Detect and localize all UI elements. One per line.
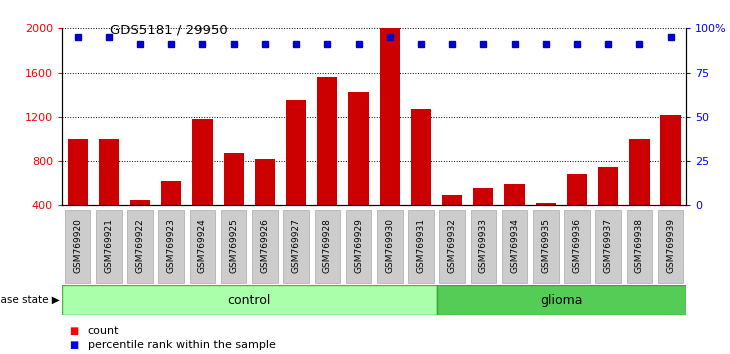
Bar	[536, 203, 556, 205]
FancyBboxPatch shape	[377, 210, 402, 283]
Text: GDS5181 / 29950: GDS5181 / 29950	[110, 23, 227, 36]
Text: control: control	[228, 293, 271, 307]
Bar	[566, 175, 587, 205]
FancyBboxPatch shape	[596, 210, 621, 283]
FancyBboxPatch shape	[315, 210, 340, 283]
Text: percentile rank within the sample: percentile rank within the sample	[88, 340, 275, 350]
Bar	[629, 139, 650, 205]
Bar	[473, 188, 493, 205]
Bar	[317, 77, 337, 205]
Text: count: count	[88, 326, 119, 336]
FancyBboxPatch shape	[190, 210, 215, 283]
Text: GSM769929: GSM769929	[354, 218, 363, 273]
Bar	[442, 195, 462, 205]
Bar	[380, 28, 400, 205]
Text: GSM769920: GSM769920	[73, 218, 82, 273]
Text: GSM769925: GSM769925	[229, 218, 238, 273]
Text: GSM769922: GSM769922	[136, 218, 145, 273]
Bar	[286, 100, 307, 205]
Text: GSM769932: GSM769932	[447, 218, 457, 273]
Bar	[192, 119, 212, 205]
FancyBboxPatch shape	[564, 210, 590, 283]
FancyBboxPatch shape	[626, 210, 652, 283]
Bar	[437, 285, 686, 315]
FancyBboxPatch shape	[221, 210, 247, 283]
FancyBboxPatch shape	[533, 210, 558, 283]
Bar	[411, 109, 431, 205]
Text: GSM769936: GSM769936	[572, 218, 582, 273]
Bar	[67, 139, 88, 205]
Text: GSM769926: GSM769926	[261, 218, 269, 273]
Bar	[223, 153, 244, 205]
FancyBboxPatch shape	[96, 210, 122, 283]
FancyBboxPatch shape	[658, 210, 683, 283]
Bar	[504, 184, 525, 205]
Text: ■: ■	[69, 326, 79, 336]
Text: GSM769928: GSM769928	[323, 218, 332, 273]
Bar	[62, 285, 437, 315]
Text: GSM769923: GSM769923	[166, 218, 176, 273]
Bar	[130, 200, 150, 205]
FancyBboxPatch shape	[252, 210, 277, 283]
Text: GSM769930: GSM769930	[385, 218, 394, 273]
Bar	[348, 92, 369, 205]
FancyBboxPatch shape	[471, 210, 496, 283]
FancyBboxPatch shape	[158, 210, 184, 283]
FancyBboxPatch shape	[439, 210, 465, 283]
Text: GSM769927: GSM769927	[291, 218, 301, 273]
Text: GSM769937: GSM769937	[604, 218, 612, 273]
Text: disease state ▶: disease state ▶	[0, 295, 60, 305]
Text: GSM769935: GSM769935	[541, 218, 550, 273]
FancyBboxPatch shape	[127, 210, 153, 283]
FancyBboxPatch shape	[283, 210, 309, 283]
Bar	[161, 181, 182, 205]
Bar	[99, 139, 119, 205]
FancyBboxPatch shape	[65, 210, 91, 283]
Text: ■: ■	[69, 340, 79, 350]
Text: GSM769939: GSM769939	[666, 218, 675, 273]
Text: GSM769931: GSM769931	[416, 218, 426, 273]
FancyBboxPatch shape	[408, 210, 434, 283]
Bar	[661, 115, 681, 205]
Text: glioma: glioma	[540, 293, 583, 307]
Bar	[255, 159, 275, 205]
Text: GSM769934: GSM769934	[510, 218, 519, 273]
FancyBboxPatch shape	[502, 210, 527, 283]
Text: GSM769933: GSM769933	[479, 218, 488, 273]
Text: GSM769938: GSM769938	[635, 218, 644, 273]
Text: GSM769921: GSM769921	[104, 218, 113, 273]
Text: GSM769924: GSM769924	[198, 218, 207, 273]
FancyBboxPatch shape	[346, 210, 372, 283]
Bar	[598, 167, 618, 205]
